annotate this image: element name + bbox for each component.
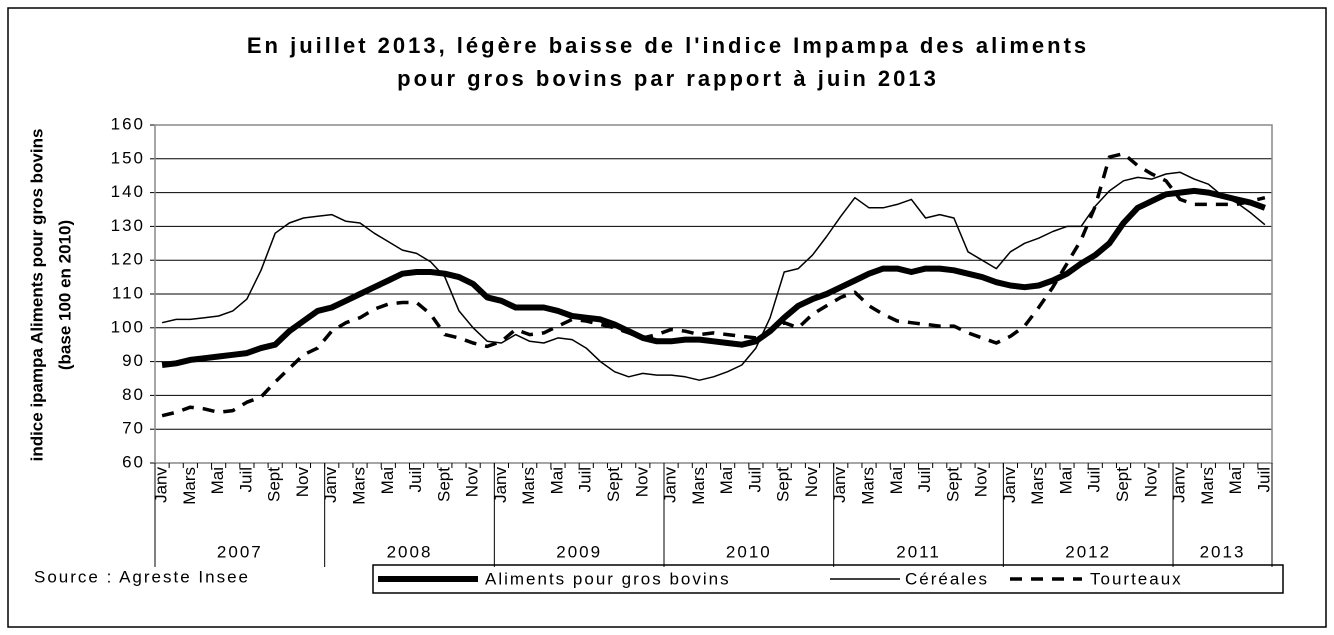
x-tick-label: Janv bbox=[152, 467, 171, 503]
chart-title: En juillet 2013, légère baisse de l'indi… bbox=[247, 33, 1089, 58]
x-tick-label: Mai bbox=[887, 467, 906, 494]
x-tick-label: Juil bbox=[406, 467, 425, 493]
source: Source : Agreste Insee bbox=[34, 567, 250, 586]
y-tick-label: 130 bbox=[111, 216, 145, 235]
x-tick-label: Janv bbox=[1170, 467, 1189, 503]
x-tick-label: Juil bbox=[1085, 467, 1104, 493]
y-axis-label: (base 100 en 2010) bbox=[55, 220, 74, 370]
x-tick-label: Juil bbox=[236, 467, 255, 493]
x-tick-label: Mars bbox=[1028, 467, 1047, 505]
y-tick-label: 140 bbox=[111, 182, 145, 201]
series-line bbox=[161, 187, 1266, 368]
x-tick-label: Mai bbox=[547, 467, 566, 494]
x-tick-label: Juil bbox=[745, 467, 764, 493]
x-tick-label: Sept bbox=[604, 467, 623, 502]
series-line bbox=[161, 171, 1266, 381]
y-tick-label: 100 bbox=[111, 317, 145, 336]
x-tick-label: Mars bbox=[1198, 467, 1217, 505]
y-tick-label: 120 bbox=[111, 250, 145, 269]
year-label: 2012 bbox=[1065, 542, 1111, 561]
x-tick-label: Sept bbox=[434, 467, 453, 502]
x-tick-label: Sept bbox=[774, 467, 793, 502]
y-tick-label: 90 bbox=[122, 351, 145, 370]
legend-label: Aliments pour gros bovins bbox=[485, 569, 731, 588]
y-tick-label: 160 bbox=[111, 114, 145, 133]
y-tick-label: 150 bbox=[111, 148, 145, 167]
x-tick-label: Sept bbox=[265, 467, 284, 502]
legend-label: Céréales bbox=[905, 569, 989, 588]
x-tick-label: Nov bbox=[293, 467, 312, 498]
y-tick-label: 80 bbox=[122, 385, 145, 404]
x-tick-label: Janv bbox=[321, 467, 340, 503]
y-tick-label: 60 bbox=[122, 452, 145, 471]
x-tick-label: Janv bbox=[661, 467, 680, 503]
year-label: 2010 bbox=[726, 542, 772, 561]
x-tick-label: Mars bbox=[519, 467, 538, 505]
x-tick-label: Nov bbox=[632, 467, 651, 498]
x-tick-label: Janv bbox=[830, 467, 849, 503]
year-label: 2011 bbox=[896, 542, 941, 561]
plot-border bbox=[154, 124, 1273, 464]
chart-title: pour gros bovins par rapport à juin 2013 bbox=[397, 66, 939, 91]
x-tick-label: Mars bbox=[350, 467, 369, 505]
y-tick-label: 110 bbox=[112, 283, 145, 302]
x-tick-label: Mars bbox=[180, 467, 199, 505]
year-label: 2008 bbox=[387, 542, 433, 561]
series-line bbox=[161, 151, 1266, 418]
x-tick-label: Mai bbox=[717, 467, 736, 494]
year-label: 2007 bbox=[217, 542, 263, 561]
chart-border bbox=[7, 7, 1327, 628]
x-tick-label: Janv bbox=[491, 467, 510, 503]
x-tick-label: Janv bbox=[1000, 467, 1019, 503]
x-tick-label: Mars bbox=[859, 467, 878, 505]
x-tick-label: Juil bbox=[1254, 467, 1273, 493]
x-tick-label: Mai bbox=[1056, 467, 1075, 494]
x-tick-label: Mars bbox=[689, 467, 708, 505]
y-tick-label: 70 bbox=[122, 419, 145, 438]
x-tick-label: Juil bbox=[576, 467, 595, 493]
x-tick-label: Nov bbox=[972, 467, 991, 498]
x-tick-label: Nov bbox=[802, 467, 821, 498]
x-tick-label: Mai bbox=[1226, 467, 1245, 494]
year-label: 2009 bbox=[556, 542, 602, 561]
legend-label: Tourteaux bbox=[1090, 569, 1183, 588]
x-tick-label: Sept bbox=[1113, 467, 1132, 502]
legend-box bbox=[372, 564, 1284, 594]
x-tick-label: Mai bbox=[208, 467, 227, 494]
x-tick-label: Juil bbox=[915, 467, 934, 493]
x-tick-label: Nov bbox=[463, 467, 482, 498]
year-label: 2013 bbox=[1200, 542, 1246, 561]
x-tick-label: Sept bbox=[943, 467, 962, 502]
x-tick-label: Mai bbox=[378, 467, 397, 494]
x-tick-label: Nov bbox=[1141, 467, 1160, 498]
y-axis-label: indice ipampa Aliments pour gros bovins bbox=[27, 129, 46, 462]
